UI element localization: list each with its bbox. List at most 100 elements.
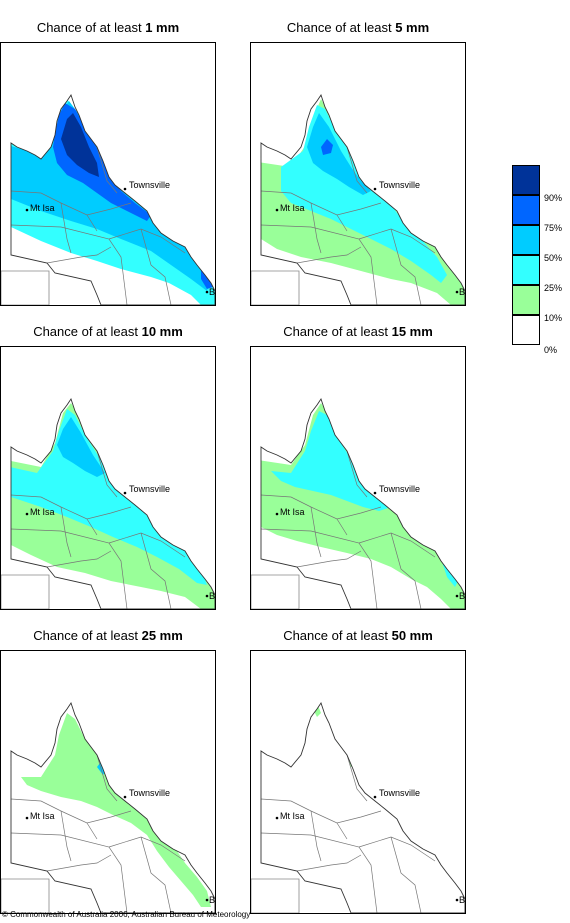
panel-title: Chance of at least 1 mm [36, 20, 180, 35]
district-boundary [46, 246, 112, 264]
city-label-townsville: Townsville [129, 180, 170, 190]
city-marker [373, 187, 377, 191]
city-label-mt-isa: Mt Isa [280, 811, 305, 821]
city-marker [123, 795, 127, 799]
legend-swatch-75 [512, 195, 540, 225]
nsw-boundary [251, 878, 300, 913]
city-label-mt-isa: Mt Isa [280, 203, 305, 213]
legend-label-10: 10% [544, 313, 563, 323]
district-boundary [336, 214, 348, 232]
district-boundary [108, 228, 186, 254]
district-boundary [358, 836, 436, 862]
city-marker [25, 512, 29, 516]
rain-probability-region [335, 733, 345, 745]
panel-title: Chance of at least 25 mm [33, 628, 183, 643]
city-label-brisbane: BRIS [459, 591, 465, 601]
district-boundary [390, 836, 422, 913]
city-label-mt-isa: Mt Isa [30, 203, 55, 213]
city-label-townsville: Townsville [129, 788, 170, 798]
panel-title: Chance of at least 10 mm [33, 324, 183, 339]
city-marker [373, 491, 377, 495]
map-svg: Townsville Mt Isa BRIS [1, 93, 215, 305]
nsw-boundary [1, 270, 50, 305]
city-label-brisbane: BRIS [459, 895, 465, 905]
district-boundary [96, 146, 118, 194]
district-boundary [60, 810, 72, 862]
district-boundary [108, 836, 186, 862]
coastline [10, 93, 215, 305]
district-boundary [346, 146, 368, 194]
panel-title: Chance of at least 5 mm [286, 20, 430, 35]
rain-probability-region [321, 139, 333, 155]
district-boundary [140, 836, 172, 913]
coastline [10, 701, 215, 913]
district-boundary [358, 532, 436, 558]
map-5mm: Townsville Mt Isa BRIS [250, 42, 466, 306]
map-svg: Townsville Mt Isa BRIS [251, 701, 465, 913]
city-marker [275, 512, 279, 516]
district-boundary [310, 810, 322, 862]
legend-label-90: 90% [544, 193, 563, 203]
panel-title: Chance of at least 50 mm [283, 628, 433, 643]
district-boundary [140, 228, 172, 305]
legend-swatch-10 [512, 285, 540, 315]
legend-label-75: 75% [544, 223, 563, 233]
city-marker [123, 187, 127, 191]
city-marker [455, 594, 459, 598]
map-50mm: Townsville Mt Isa BRIS [250, 650, 466, 914]
map-svg: Townsville Mt Isa BRIS [1, 701, 215, 913]
city-label-mt-isa: Mt Isa [30, 507, 55, 517]
coastline [260, 701, 465, 913]
rain-probability-region [271, 411, 391, 511]
district-boundary [260, 190, 382, 216]
district-boundary [96, 450, 118, 498]
map-15mm: Townsville Mt Isa BRIS [250, 346, 466, 610]
district-boundary [310, 506, 322, 558]
legend-swatch-50 [512, 225, 540, 255]
map-svg: Townsville Mt Isa BRIS [251, 93, 465, 305]
district-boundary [296, 246, 362, 264]
city-marker [205, 594, 209, 598]
city-label-mt-isa: Mt Isa [30, 811, 55, 821]
city-marker [25, 208, 29, 212]
coastline [260, 93, 465, 305]
district-boundary [86, 214, 98, 232]
district-boundary [46, 550, 112, 568]
district-boundary [46, 854, 112, 872]
city-marker [275, 816, 279, 820]
city-marker [25, 816, 29, 820]
district-boundary [390, 532, 422, 609]
legend-label-0: 0% [544, 345, 558, 355]
district-boundary [296, 550, 362, 568]
district-boundary [346, 754, 368, 802]
district-boundary [346, 450, 368, 498]
district-boundary [86, 518, 98, 536]
city-label-brisbane: BRIS [459, 287, 465, 297]
district-boundary [260, 494, 382, 520]
city-label-mt-isa: Mt Isa [280, 507, 305, 517]
legend-swatch-0 [512, 315, 540, 345]
city-marker [123, 491, 127, 495]
district-boundary [390, 228, 422, 305]
city-label-townsville: Townsville [379, 788, 420, 798]
city-label-brisbane: BRIS [209, 287, 215, 297]
city-marker [455, 898, 459, 902]
district-boundary [108, 532, 186, 558]
district-boundary [10, 190, 132, 216]
map-10mm: Townsville Mt Isa BRIS [0, 346, 216, 610]
nsw-boundary [251, 574, 300, 609]
rain-probability-region [61, 113, 99, 177]
district-boundary [140, 532, 172, 609]
rain-probability-region [57, 417, 105, 477]
city-marker [455, 290, 459, 294]
nsw-boundary [251, 270, 300, 305]
rain-probability-region [11, 409, 207, 585]
coastline [10, 397, 215, 609]
district-boundary [336, 518, 348, 536]
map-25mm: Townsville Mt Isa BRIS [0, 650, 216, 914]
district-boundary [310, 202, 322, 254]
city-marker [373, 795, 377, 799]
city-marker [205, 898, 209, 902]
district-boundary [296, 854, 362, 872]
district-boundary [336, 822, 348, 840]
